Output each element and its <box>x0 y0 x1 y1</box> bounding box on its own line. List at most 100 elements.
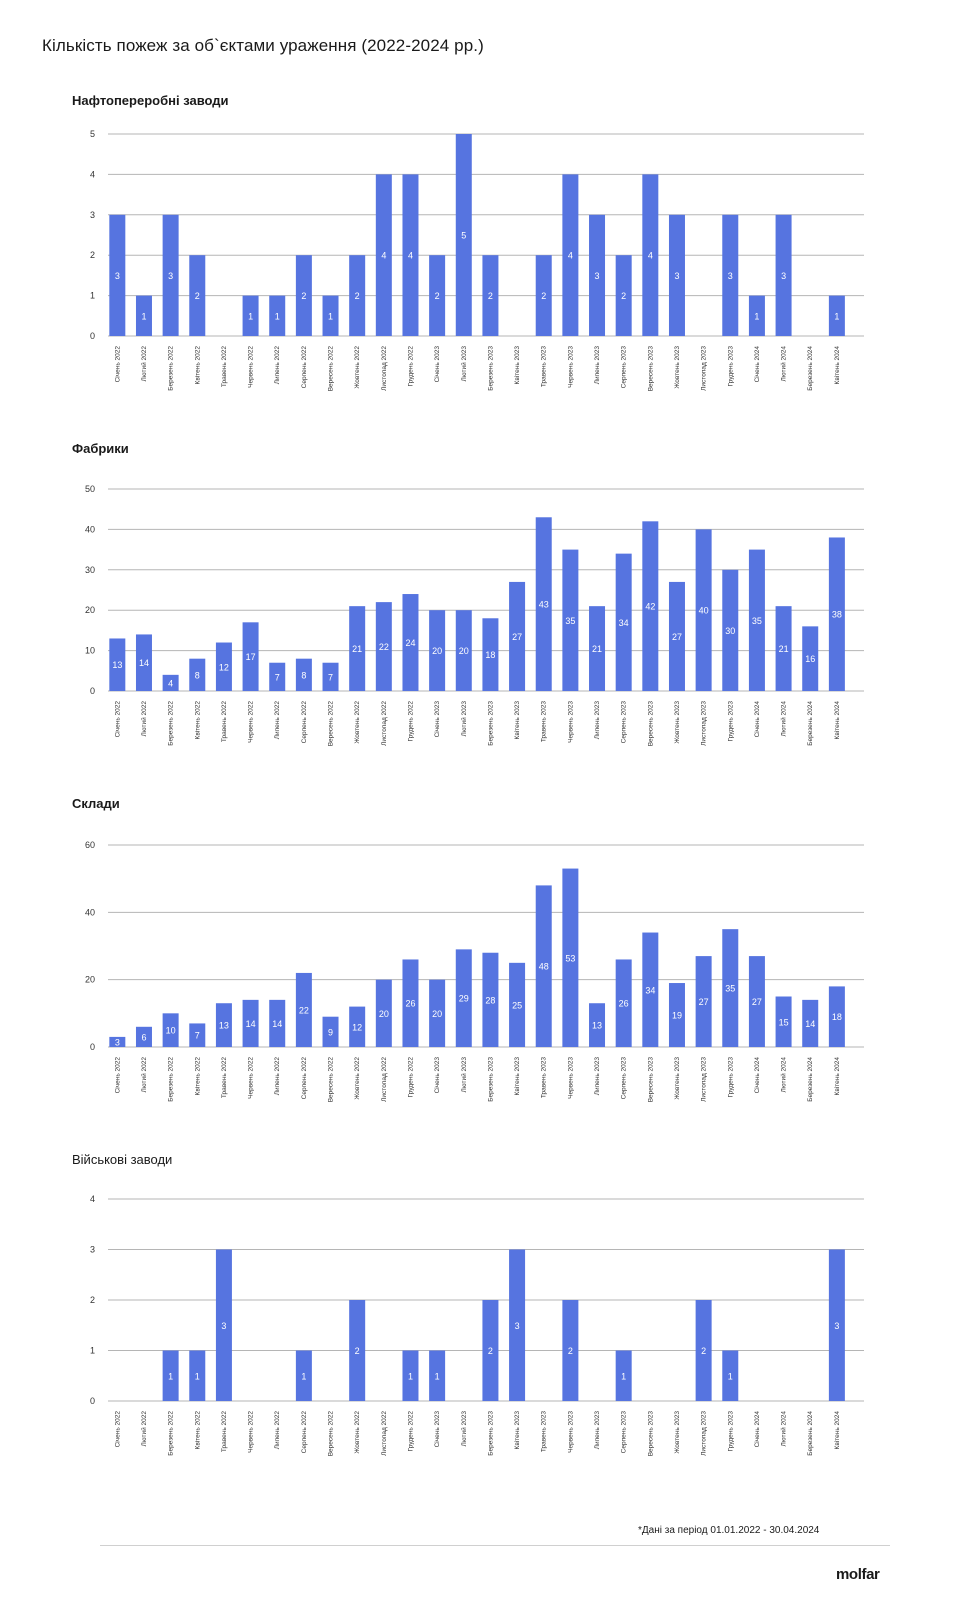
data-label: 13 <box>112 660 122 670</box>
bar <box>189 658 206 691</box>
x-tick-label: Січень 2023 <box>433 346 441 383</box>
bar <box>828 986 845 1047</box>
data-label: 26 <box>405 999 415 1009</box>
x-tick-label: Лютий 2024 <box>780 701 788 737</box>
bar <box>668 983 685 1047</box>
data-label: 27 <box>752 997 762 1007</box>
x-tick-label: Травень 2022 <box>221 1411 228 1452</box>
bar <box>109 214 126 336</box>
x-tick-label: Серпень 2023 <box>621 346 628 389</box>
bar <box>668 581 685 691</box>
data-label: 4 <box>568 251 573 261</box>
bar <box>562 174 579 336</box>
bar <box>242 622 259 691</box>
x-tick-label: Квітень 2024 <box>833 1057 841 1096</box>
x-tick-label: Серпень 2022 <box>301 346 308 389</box>
x-tick-label: Червень 2022 <box>248 701 255 743</box>
bar <box>402 594 419 691</box>
data-label: 27 <box>672 632 682 642</box>
x-tick-label: Квітень 2024 <box>833 701 841 740</box>
data-label: 1 <box>275 311 280 321</box>
x-tick-label: Грудень 2023 <box>727 1411 734 1452</box>
data-label: 43 <box>539 600 549 610</box>
data-label: 1 <box>328 311 333 321</box>
x-tick-label: Вересень 2022 <box>328 1057 335 1103</box>
data-label: 24 <box>405 638 415 648</box>
bar <box>349 1006 366 1047</box>
y-tick-label: 20 <box>85 605 95 615</box>
bar <box>589 214 606 336</box>
data-label: 7 <box>328 672 333 682</box>
x-tick-label: Серпень 2023 <box>621 1411 628 1454</box>
x-tick-label: Вересень 2022 <box>328 346 335 392</box>
x-tick-label: Серпень 2022 <box>301 1057 308 1100</box>
bar <box>242 999 259 1047</box>
x-tick-label: Жовтень 2023 <box>674 1411 681 1454</box>
x-tick-label: Березень 2022 <box>168 1411 175 1456</box>
bar <box>722 569 739 691</box>
data-label: 2 <box>488 291 493 301</box>
bar <box>642 521 659 691</box>
data-label: 34 <box>645 985 655 995</box>
bar <box>748 295 765 336</box>
bar <box>349 1300 366 1401</box>
data-label: 35 <box>725 984 735 994</box>
page-title: Кількість пожеж за об`єктами ураження (2… <box>42 36 484 55</box>
x-tick-label: Грудень 2023 <box>727 346 734 387</box>
bar <box>642 932 659 1047</box>
data-label: 14 <box>139 658 149 668</box>
bar <box>802 999 819 1047</box>
x-tick-label: Жовтень 2022 <box>354 1411 361 1454</box>
x-tick-label: Січень 2022 <box>113 1411 121 1448</box>
x-tick-label: Травень 2023 <box>541 701 548 742</box>
bar <box>509 581 526 691</box>
bar <box>242 295 259 336</box>
data-label: 1 <box>301 1371 306 1381</box>
data-label: 16 <box>805 654 815 664</box>
x-tick-label: Жовтень 2022 <box>354 346 361 389</box>
x-tick-label: Листопад 2023 <box>701 701 708 746</box>
data-label: 2 <box>568 1346 573 1356</box>
x-tick-label: Березень 2024 <box>807 1411 814 1456</box>
bar <box>295 972 312 1047</box>
y-tick-label: 3 <box>90 1245 95 1255</box>
bar <box>429 979 446 1047</box>
data-label: 4 <box>408 251 413 261</box>
data-label: 42 <box>645 602 655 612</box>
x-tick-label: Березень 2022 <box>168 346 175 391</box>
bar <box>775 606 792 691</box>
data-label: 53 <box>565 953 575 963</box>
bar <box>322 662 339 691</box>
y-tick-label: 50 <box>85 484 95 494</box>
x-tick-label: Жовтень 2022 <box>354 701 361 744</box>
bar <box>695 956 712 1047</box>
x-tick-label: Квітень 2022 <box>193 1411 201 1450</box>
chart-title-factories: Фабрики <box>72 441 129 456</box>
bar <box>295 658 312 691</box>
x-tick-label: Липень 2023 <box>594 701 601 740</box>
x-tick-label: Червень 2022 <box>248 1057 255 1099</box>
data-label: 2 <box>355 1346 360 1356</box>
data-label: 17 <box>246 652 256 662</box>
bar <box>482 952 499 1047</box>
y-tick-label: 0 <box>90 1396 95 1406</box>
data-label: 4 <box>648 251 653 261</box>
x-tick-label: Квітень 2023 <box>513 346 521 385</box>
x-tick-label: Січень 2024 <box>753 1411 761 1448</box>
y-tick-label: 40 <box>85 524 95 534</box>
data-label: 5 <box>461 231 466 241</box>
x-tick-label: Вересень 2023 <box>647 346 654 392</box>
bar <box>215 642 232 691</box>
x-tick-label: Лютий 2024 <box>780 1411 788 1447</box>
footer-divider <box>100 1545 890 1546</box>
bar <box>509 962 526 1047</box>
x-tick-label: Грудень 2022 <box>407 346 414 387</box>
bar <box>828 1249 845 1401</box>
x-tick-label: Квітень 2024 <box>833 346 841 385</box>
bar <box>429 610 446 691</box>
x-tick-label: Листопад 2023 <box>701 1057 708 1102</box>
data-label: 15 <box>779 1017 789 1027</box>
bar <box>295 1350 312 1401</box>
x-tick-label: Січень 2023 <box>433 1057 441 1094</box>
data-label: 3 <box>834 1321 839 1331</box>
